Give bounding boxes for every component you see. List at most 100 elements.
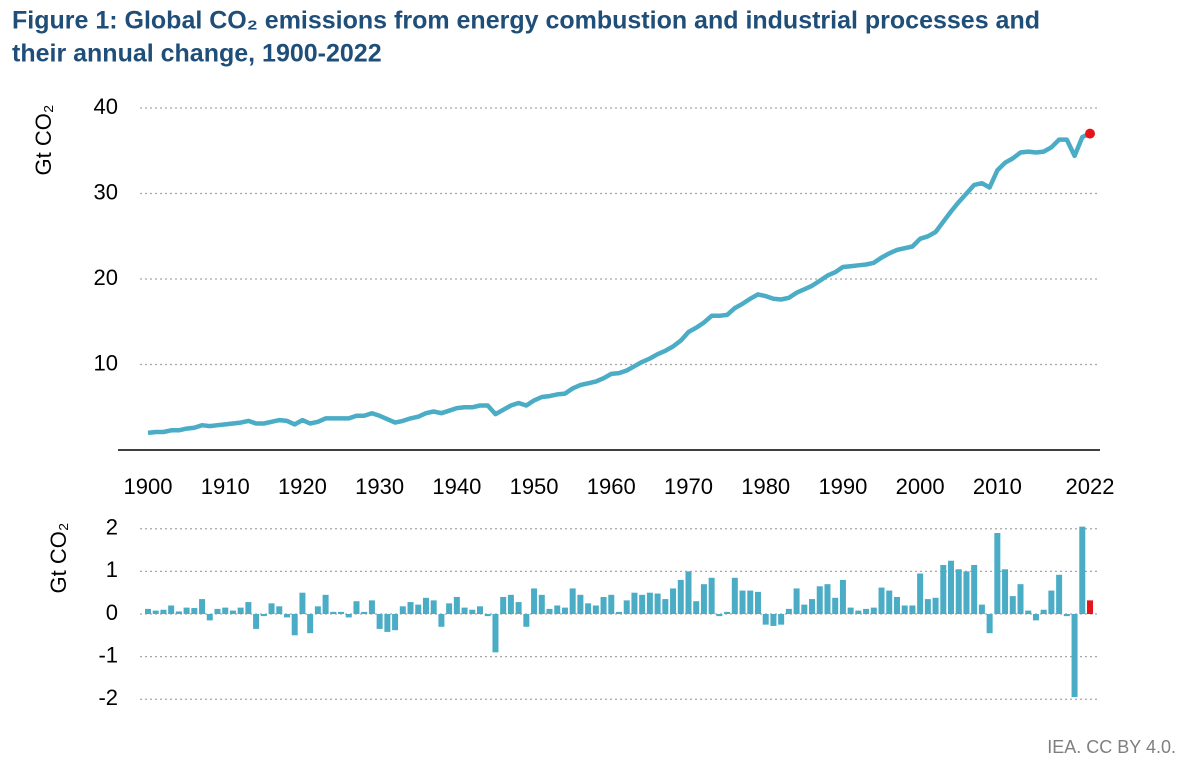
x-tick-label: 1950 [510,474,559,499]
change-bar [484,614,491,617]
change-bar [1079,526,1086,614]
change-bar [214,608,221,614]
change-bar [1032,614,1039,621]
change-bar [1087,600,1093,614]
change-bar [160,609,167,614]
change-bar [175,611,182,614]
change-bar [438,614,445,627]
change-bar [816,586,823,614]
y-tick-label: 1 [106,557,118,582]
change-bar [561,607,568,614]
change-bar [392,614,399,631]
change-bar [507,594,514,614]
change-bar [839,579,846,614]
y-tick-label: 40 [94,94,118,119]
change-bar [739,590,746,614]
change-bar [978,604,985,614]
change-bar [824,584,831,614]
change-bar [353,601,360,614]
change-bar [283,614,290,618]
change-bar [770,614,777,626]
change-bar [229,610,236,614]
x-tick-label: 1900 [124,474,173,499]
change-bar [345,614,352,618]
y-axis-label: Gt CO₂ [46,523,71,594]
change-bar [376,614,383,629]
change-bar [893,596,900,614]
change-bar [453,596,460,614]
change-bar [1040,609,1047,614]
change-bar [955,569,962,614]
change-bar [724,611,731,614]
change-bar [168,605,175,614]
change-bar [237,607,244,614]
change-bar [747,590,754,614]
change-bar [646,592,653,614]
change-bar [276,606,283,614]
change-bar [631,592,638,614]
change-bar [492,614,499,653]
change-bar [469,609,476,614]
change-bar [708,577,715,614]
x-tick-label: 2000 [896,474,945,499]
change-bar [948,560,955,614]
change-bar [685,571,692,614]
change-bar [399,606,406,614]
change-bar [569,588,576,614]
x-tick-label: 2022 [1066,474,1115,499]
change-bar [554,605,561,614]
change-bar [855,610,862,614]
change-bar [863,608,870,614]
change-bar [206,614,213,621]
change-bar [523,614,530,627]
change-bar [199,599,206,614]
y-tick-label: -2 [98,685,118,710]
change-bar [1071,614,1078,698]
change-bar [1025,610,1032,614]
change-bar [384,614,391,632]
change-bar [477,606,484,614]
change-bar [430,600,437,614]
change-bar [847,607,854,614]
change-bar [1056,574,1063,614]
emissions-line [147,131,1091,436]
change-bar [592,605,599,614]
change-bar [260,614,267,617]
change-bar [515,602,522,614]
y-tick-label: 30 [94,179,118,204]
x-tick-label: 1960 [587,474,636,499]
change-bar [407,602,414,614]
change-bar [415,604,422,614]
change-bar [330,611,337,614]
change-bar [361,611,368,614]
change-bar [461,607,468,614]
change-bar [191,608,198,614]
change-bar [932,597,939,614]
change-bar [245,602,252,614]
change-bar [832,597,839,614]
change-bar [778,614,785,625]
change-bar [670,588,677,614]
change-bar [183,607,190,614]
change-bar [623,600,630,614]
change-bar [793,588,800,614]
change-bar [693,601,700,614]
change-bar [546,608,553,614]
change-bar [639,594,646,614]
x-tick-label: 1940 [432,474,481,499]
change-bar [152,610,159,614]
y-tick-label: 20 [94,265,118,290]
change-bar [145,608,151,614]
x-tick-label: 1930 [355,474,404,499]
title-line: their annual change, 1900-2022 [12,40,382,68]
change-bar [538,594,545,614]
x-tick-label: 1990 [818,474,867,499]
change-bar [608,594,615,614]
change-bar [422,597,429,614]
change-bar [924,599,931,614]
change-bar [314,606,321,614]
y-tick-label: 0 [106,600,118,625]
source: IEA. CC BY 4.0. [1047,737,1176,757]
change-bar [1009,596,1016,614]
y-tick-label: 10 [94,350,118,375]
